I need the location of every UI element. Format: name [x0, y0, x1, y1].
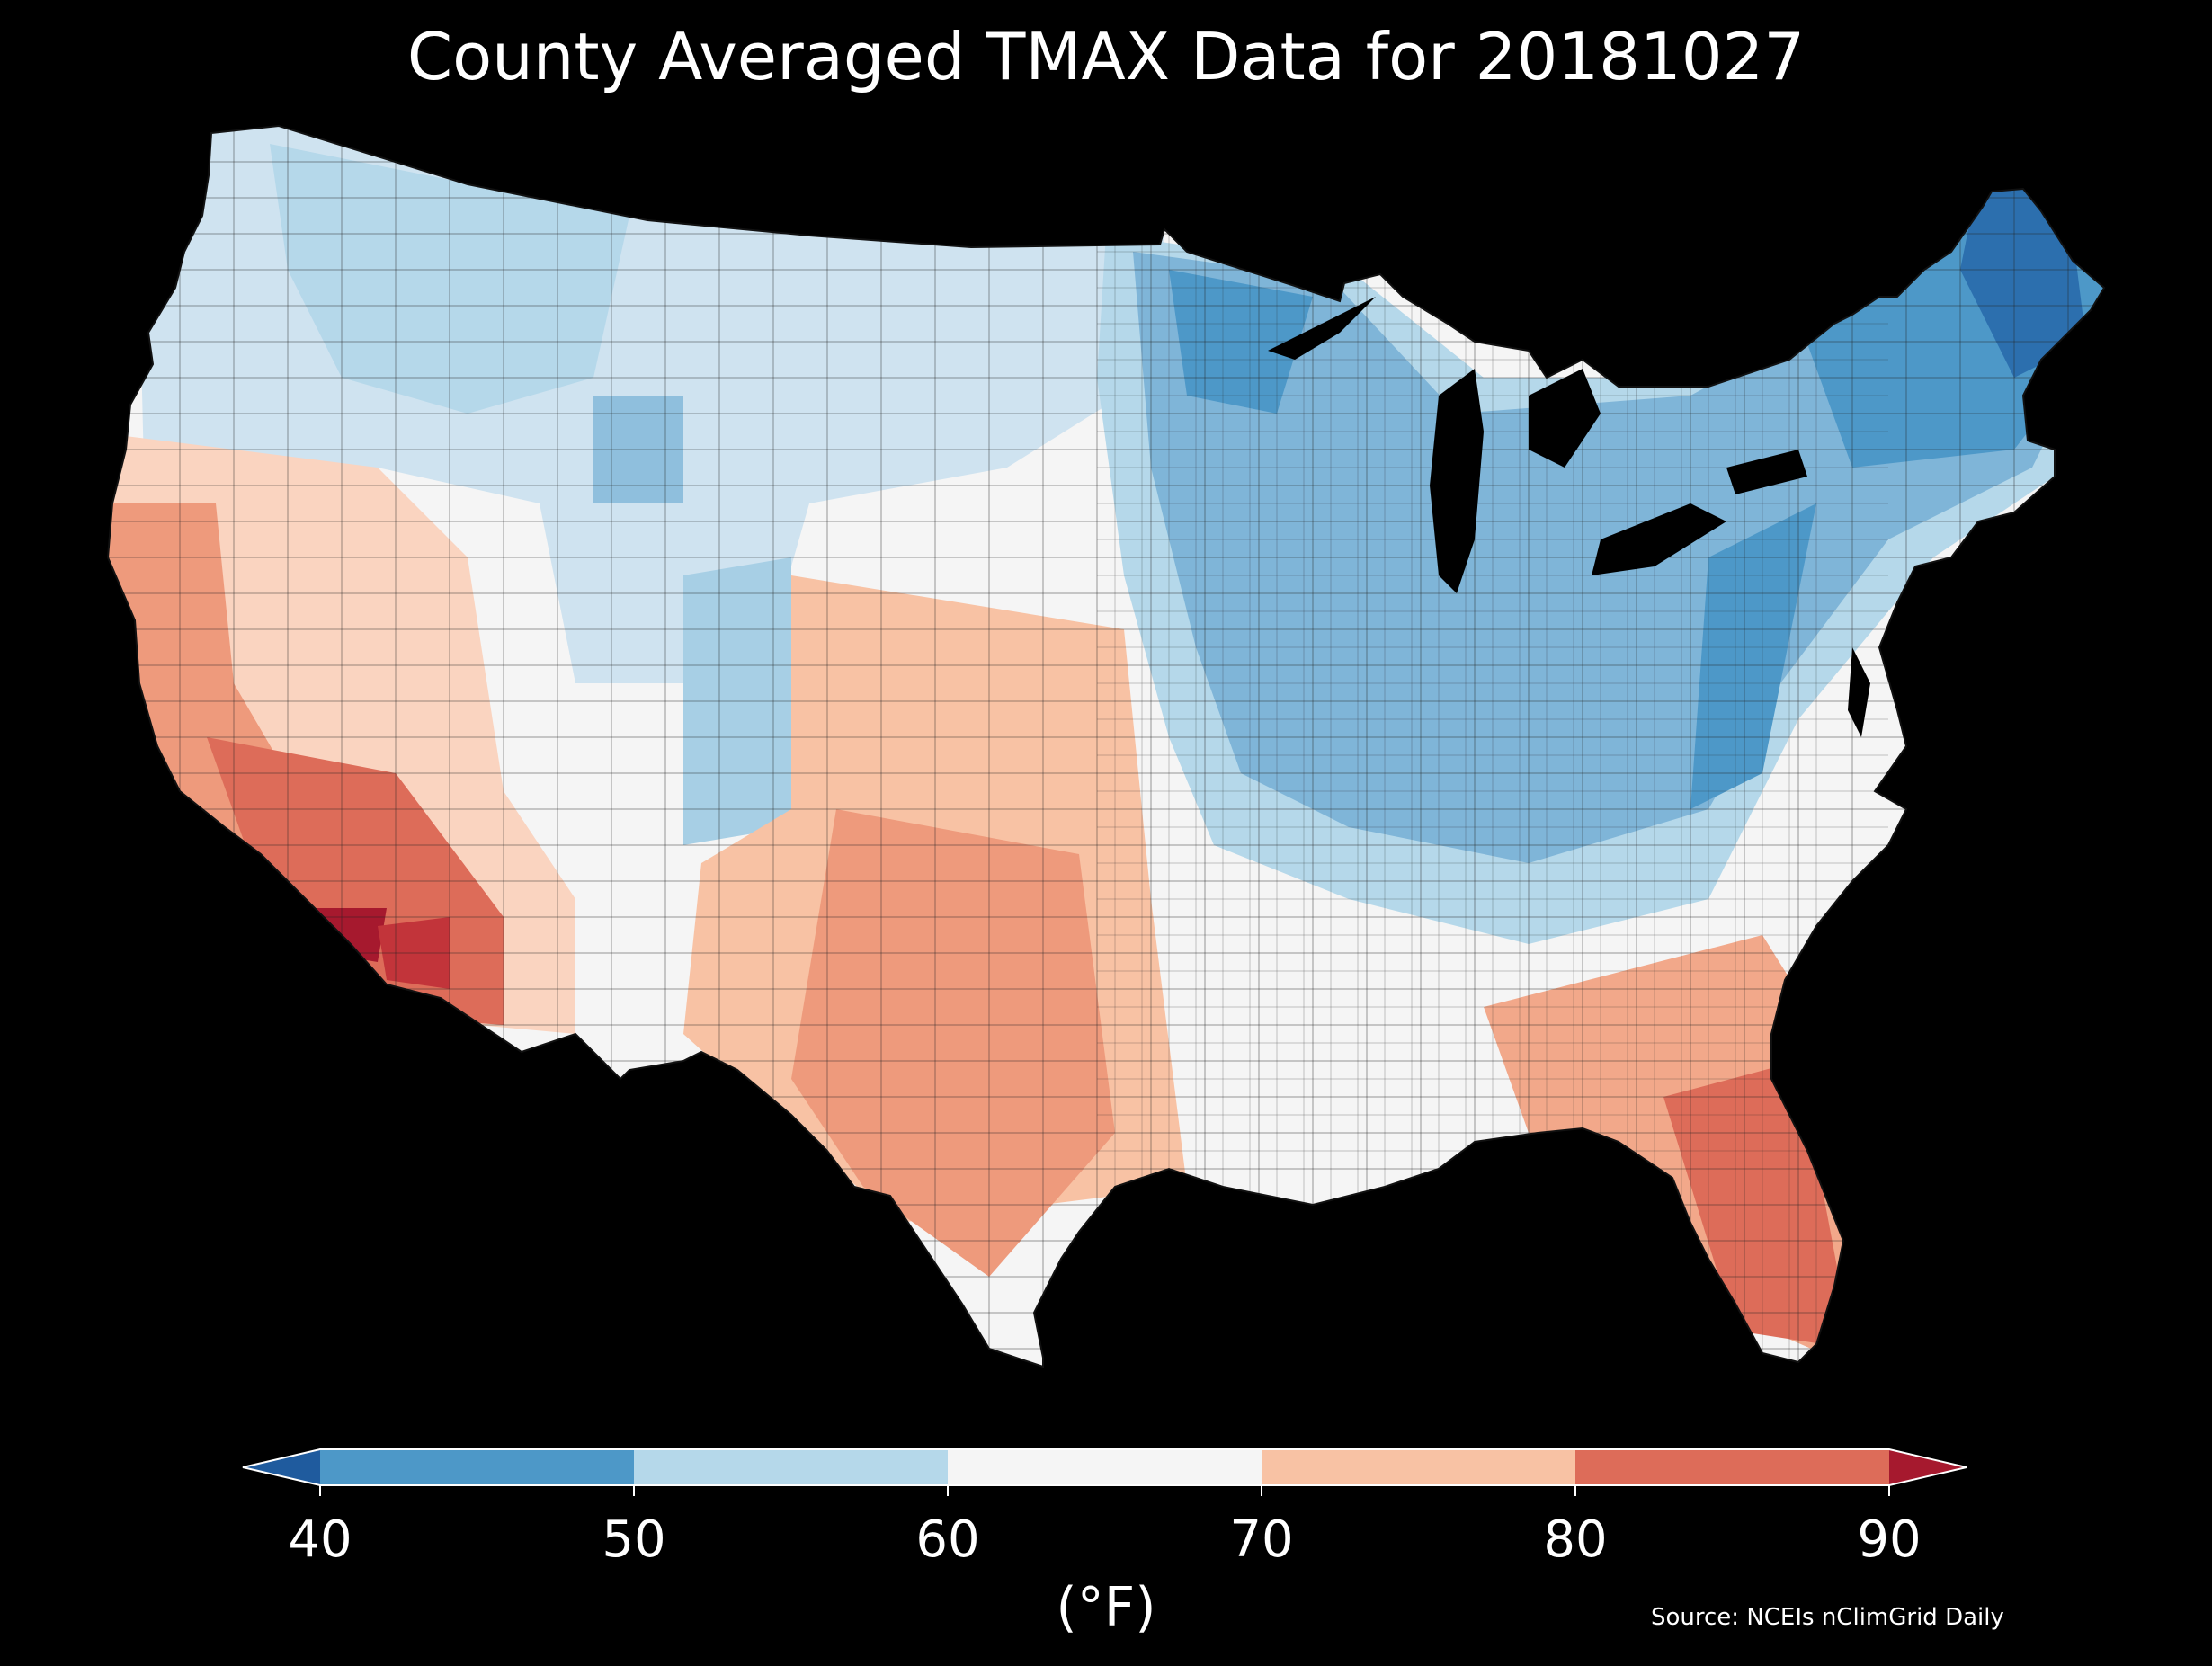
colorbar-tick-label: 60 [915, 1510, 980, 1569]
source-note: Source: NCEIs nClimGrid Daily [1651, 1604, 2004, 1631]
lake-ontario [1726, 450, 1807, 494]
chesapeake-bay [1848, 647, 1870, 737]
colorbar-bin-60-70 [948, 1449, 1262, 1485]
us-outline [106, 124, 2106, 1368]
colorbar-tick-label: 90 [1857, 1510, 1922, 1569]
colorado-region [683, 557, 791, 845]
colorbar-tick-label: 80 [1543, 1510, 1608, 1569]
map-title: County Averaged TMAX Data for 20181027 [406, 19, 1806, 94]
colorbar [242, 1448, 1967, 1496]
arizona-hot-spot [378, 917, 450, 989]
colorbar-bin-50-60 [634, 1449, 948, 1485]
colorbar-tick-label: 50 [602, 1510, 666, 1569]
minnesota-cold-spot [1169, 270, 1313, 414]
idaho-montana-region [270, 144, 629, 414]
desert-hottest-spot [315, 908, 387, 962]
colorbar-under-extension [243, 1449, 320, 1485]
lake-superior [1268, 297, 1376, 360]
colorbar-bin-80-90 [1575, 1449, 1889, 1485]
lake-michigan [1430, 369, 1484, 593]
colorbar-tick-label: 40 [288, 1510, 352, 1569]
lake-erie [1592, 503, 1726, 575]
lake-huron [1529, 369, 1601, 468]
texas-warm-region [791, 809, 1115, 1277]
colorbar-bin-40-50 [320, 1449, 634, 1485]
colorbar-bin-70-80 [1262, 1449, 1575, 1485]
appalachian-cold-band [1690, 503, 1816, 809]
great-lakes [1268, 297, 1807, 593]
wyoming-cool-spot [593, 396, 683, 503]
colorbar-unit-label: (°F) [1056, 1576, 1156, 1639]
colorbar-tick-label: 70 [1229, 1510, 1294, 1569]
colorbar-over-extension [1889, 1449, 1967, 1485]
